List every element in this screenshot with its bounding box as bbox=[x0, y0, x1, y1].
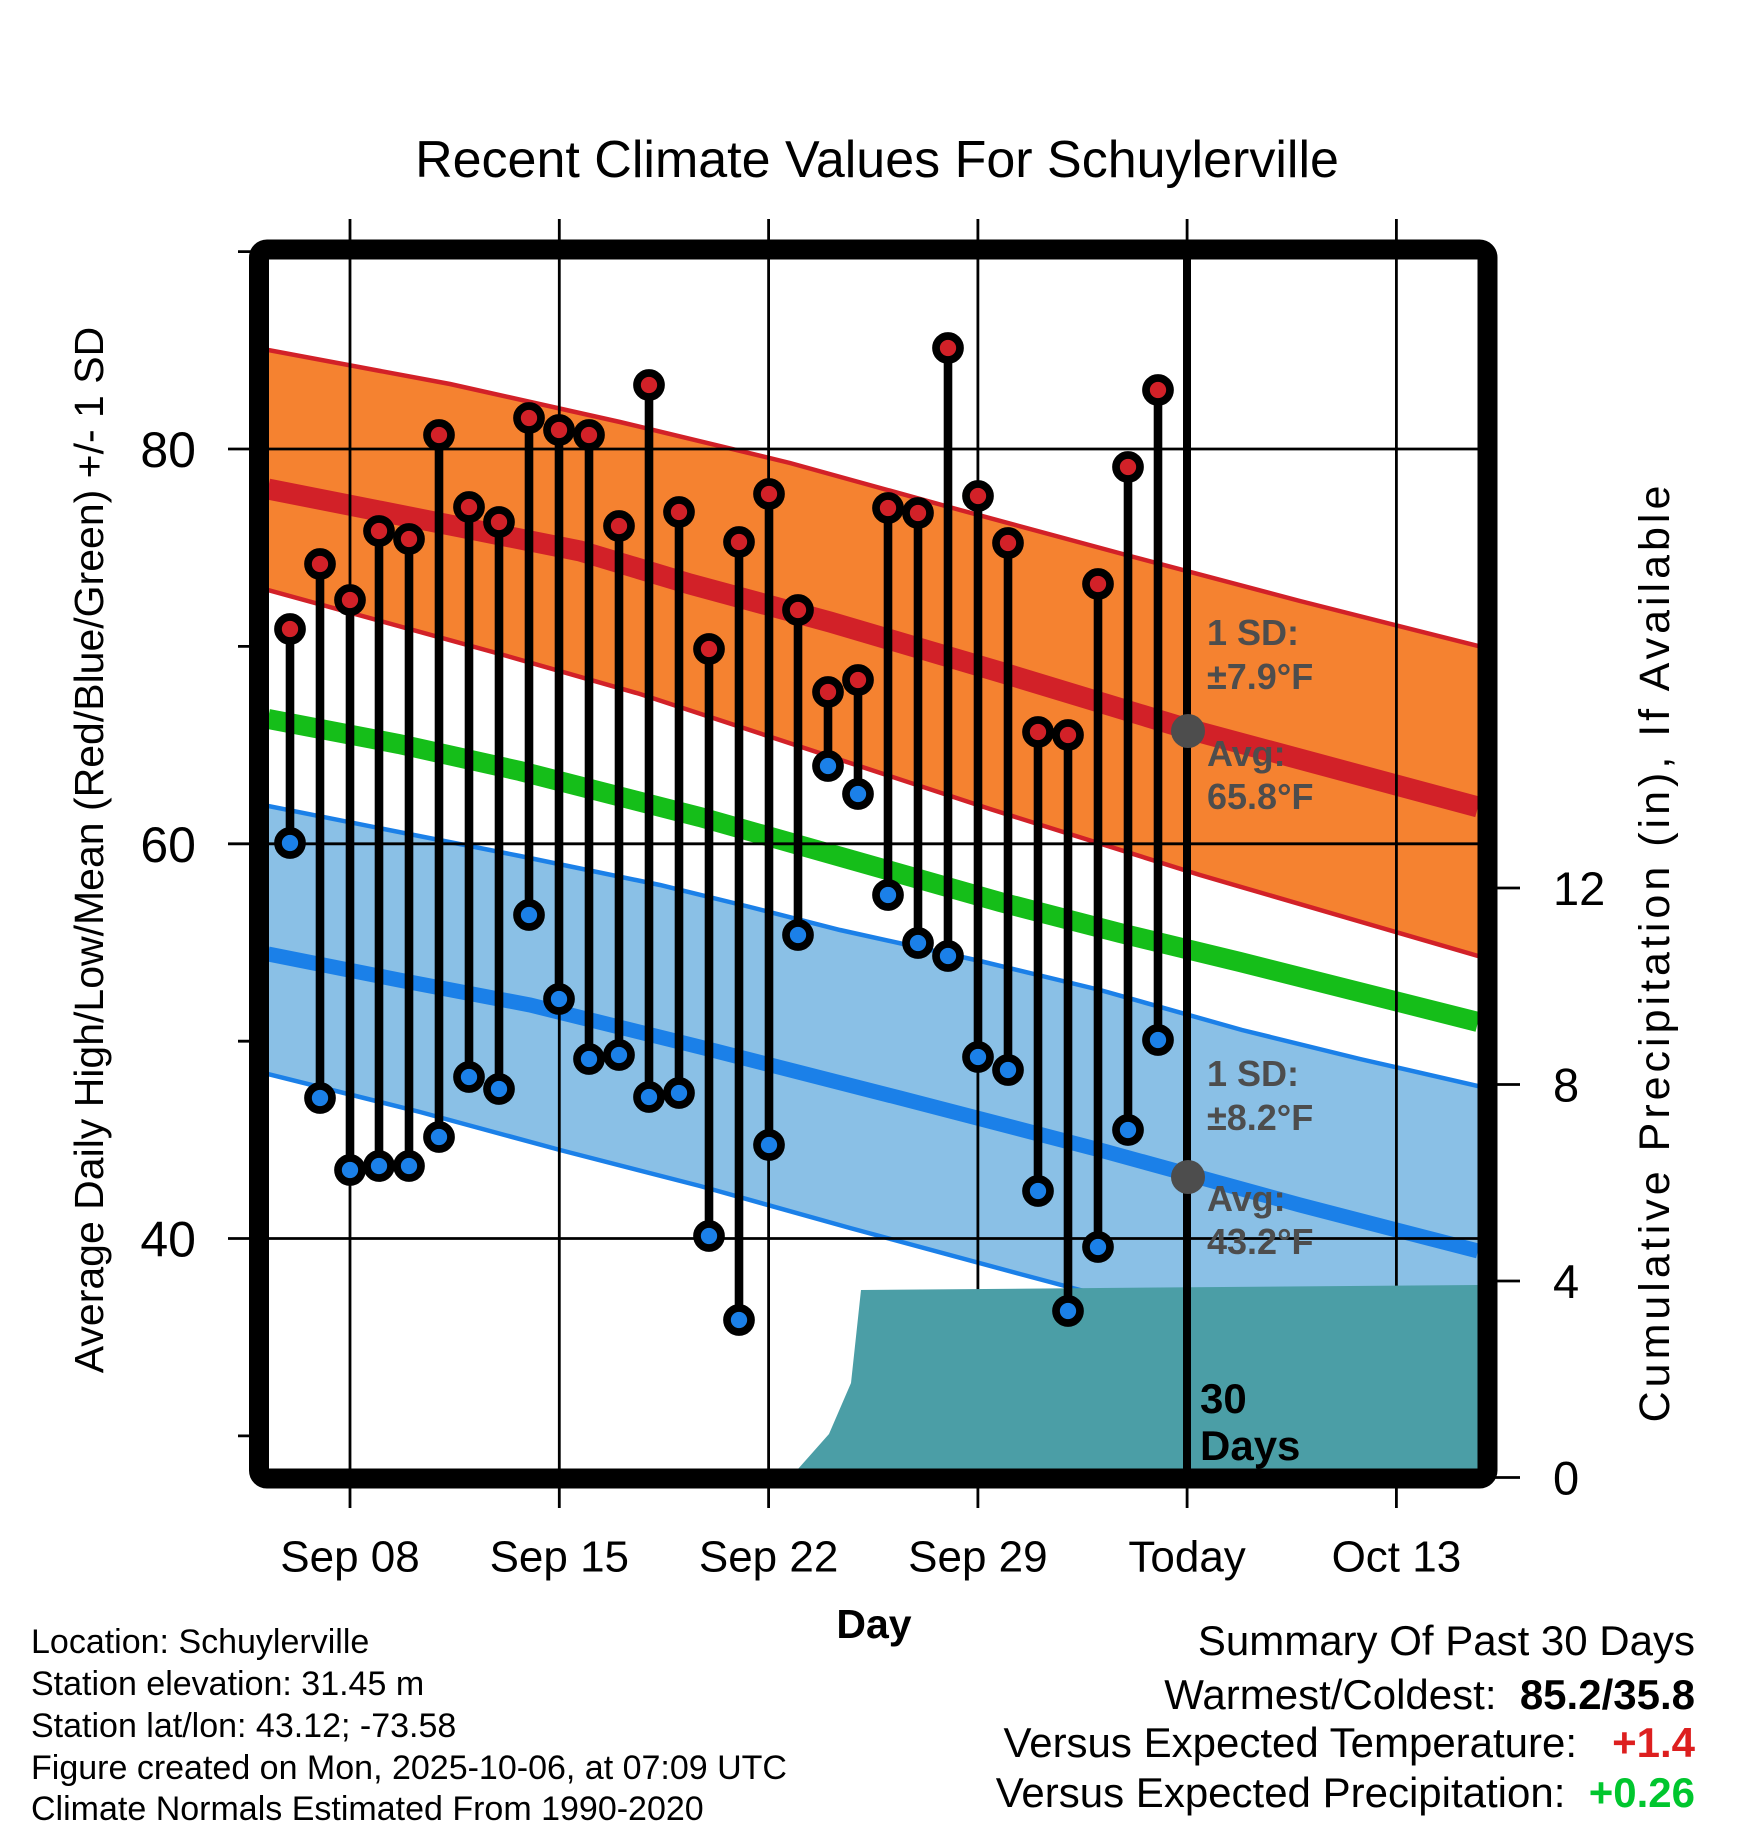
svg-text:Day: Day bbox=[836, 1601, 911, 1647]
svg-text:Sep 08: Sep 08 bbox=[280, 1533, 419, 1582]
svg-text:±8.2°F: ±8.2°F bbox=[1207, 1097, 1313, 1138]
svg-text:Oct 13: Oct 13 bbox=[1332, 1533, 1462, 1582]
svg-text:12: 12 bbox=[1553, 862, 1605, 915]
svg-text:0: 0 bbox=[1553, 1452, 1579, 1505]
svg-text:Climate Normals Estimated From: Climate Normals Estimated From 1990-2020 bbox=[31, 1790, 704, 1828]
svg-text:Sep 22: Sep 22 bbox=[699, 1533, 838, 1582]
svg-text:Versus Expected Precipitation:: Versus Expected Precipitation: +0.26 bbox=[996, 1769, 1695, 1816]
svg-text:40: 40 bbox=[140, 1212, 196, 1268]
svg-text:Station lat/lon: 43.12; -73.58: Station lat/lon: 43.12; -73.58 bbox=[31, 1707, 456, 1745]
svg-text:Avg:: Avg: bbox=[1207, 1178, 1286, 1219]
svg-text:8: 8 bbox=[1553, 1059, 1579, 1112]
svg-text:30: 30 bbox=[1200, 1375, 1247, 1422]
svg-text:60: 60 bbox=[140, 817, 196, 873]
svg-text:Days: Days bbox=[1200, 1422, 1300, 1469]
svg-text:80: 80 bbox=[140, 422, 196, 478]
svg-text:Warmest/Coldest: 85.2/35.8: Warmest/Coldest: 85.2/35.8 bbox=[1164, 1671, 1695, 1718]
svg-text:1 SD:: 1 SD: bbox=[1207, 1053, 1299, 1094]
svg-text:Average Daily High/Low/Mean (R: Average Daily High/Low/Mean (Red/Blue/Gr… bbox=[66, 327, 112, 1373]
svg-text:Avg:: Avg: bbox=[1207, 733, 1286, 774]
svg-text:Figure created on Mon, 2025-10: Figure created on Mon, 2025-10-06, at 07… bbox=[31, 1749, 787, 1787]
svg-text:±7.9°F: ±7.9°F bbox=[1207, 656, 1313, 697]
svg-text:Today: Today bbox=[1128, 1533, 1245, 1582]
svg-text:Versus Expected Temperature:: Versus Expected Temperature: +1.4 bbox=[1004, 1719, 1696, 1766]
svg-text:4: 4 bbox=[1553, 1255, 1579, 1308]
svg-text:Cumulative Precipitation (in),: Cumulative Precipitation (in), If Availa… bbox=[1631, 482, 1679, 1423]
svg-text:Sep 29: Sep 29 bbox=[908, 1533, 1047, 1582]
svg-text:1 SD:: 1 SD: bbox=[1207, 612, 1299, 653]
svg-text:65.8°F: 65.8°F bbox=[1207, 776, 1313, 817]
svg-text:Summary Of Past 30 Days: Summary Of Past 30 Days bbox=[1198, 1617, 1695, 1664]
svg-text:Station elevation: 31.45 m: Station elevation: 31.45 m bbox=[31, 1665, 424, 1703]
svg-text:Recent Climate Values For Schu: Recent Climate Values For Schuylerville bbox=[415, 131, 1339, 189]
svg-text:43.2°F: 43.2°F bbox=[1207, 1221, 1313, 1262]
svg-text:Location: Schuylerville: Location: Schuylerville bbox=[31, 1623, 369, 1661]
svg-text:Sep 15: Sep 15 bbox=[490, 1533, 629, 1582]
